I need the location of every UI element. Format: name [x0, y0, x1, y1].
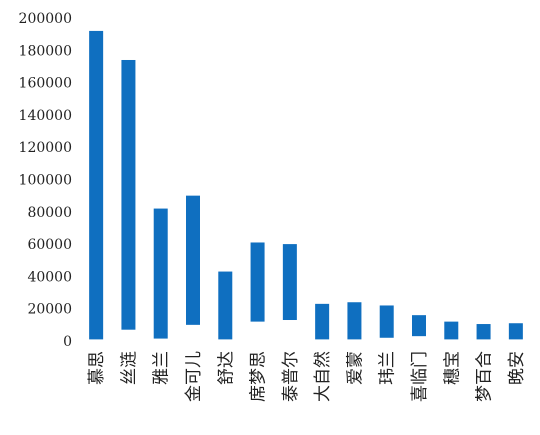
x-tick-label: 穗宝	[442, 351, 462, 385]
bar-5	[250, 242, 265, 322]
y-tick-label: 0	[63, 334, 72, 350]
x-tick-label: 丝涟	[119, 351, 139, 385]
y-tick-label: 20000	[27, 302, 72, 318]
y-tick-label: 140000	[19, 108, 72, 124]
bar-4	[218, 271, 233, 340]
bar-6	[282, 244, 297, 321]
bar-1	[121, 59, 136, 330]
bar-11	[444, 321, 459, 340]
x-tick-label: 梦百合	[475, 351, 495, 402]
x-tick-label: 泰普尔	[281, 351, 301, 402]
x-tick-label: 爱蒙	[345, 351, 365, 385]
bar-3	[186, 195, 200, 325]
x-tick-label: 大自然	[313, 351, 333, 402]
y-tick-label: 200000	[19, 11, 72, 27]
y-tick-label: 40000	[27, 269, 72, 285]
bar-8	[347, 302, 362, 340]
bars-group	[89, 30, 523, 340]
x-tick-label: 慕思	[87, 351, 107, 385]
y-tick-label: 80000	[27, 205, 72, 221]
x-tick-label: 玮兰	[378, 351, 398, 385]
y-tick-label: 120000	[19, 140, 72, 156]
bar-13	[508, 323, 523, 340]
bar-9	[379, 305, 394, 338]
bar-7	[315, 303, 330, 340]
x-tick-label: 舒达	[216, 351, 236, 385]
y-tick-label: 160000	[19, 76, 72, 92]
x-tick-label: 喜临门	[410, 351, 430, 402]
x-tick-label: 金可儿	[184, 351, 204, 402]
x-tick-label: 雅兰	[152, 351, 172, 385]
bar-10	[412, 315, 426, 337]
x-tick-label: 席梦思	[249, 351, 269, 402]
bar-2	[153, 208, 168, 339]
y-axis: 0 20000 40000 60000 80000 100000 120000 140000 1…	[19, 11, 72, 350]
y-tick-label: 100000	[19, 173, 72, 189]
y-tick-label: 180000	[19, 43, 72, 59]
y-tick-label: 60000	[27, 237, 72, 253]
x-tick-label: 晚安	[507, 351, 527, 385]
bar-0	[89, 30, 104, 340]
x-axis: 慕思 丝涟 雅兰 金可儿 舒达 席梦思 泰普尔 大自然 爱蒙 玮兰 喜临门 穗宝 梦百合 晚安	[87, 351, 527, 402]
bar-12	[476, 324, 491, 340]
